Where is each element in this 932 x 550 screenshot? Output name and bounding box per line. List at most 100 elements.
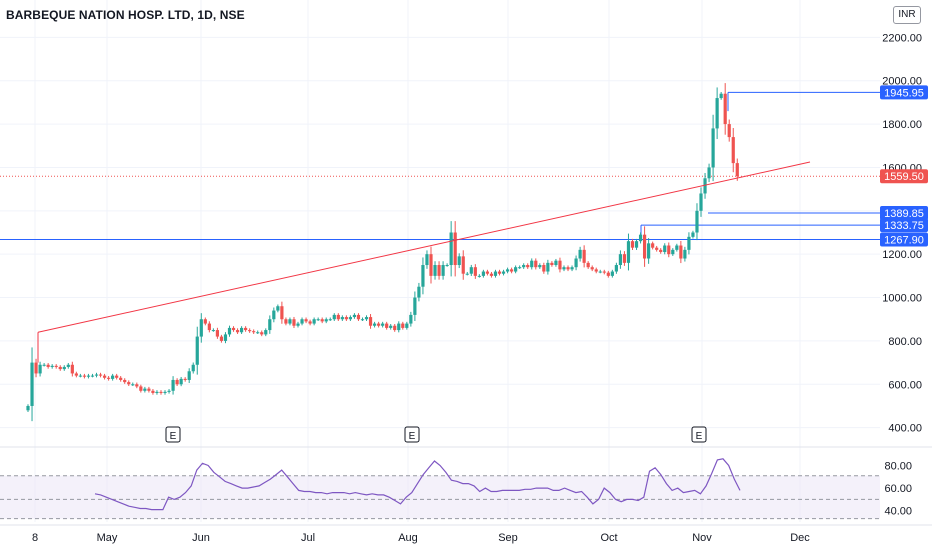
candle-body — [123, 379, 127, 383]
rsi-line — [94, 458, 741, 511]
price-tick-label: 1000.00 — [882, 293, 922, 305]
grid-lines — [0, 0, 932, 526]
candle-body — [46, 364, 50, 367]
candle-body — [111, 375, 115, 379]
candle-body — [163, 391, 167, 393]
candle-body — [586, 262, 590, 268]
last-price-tag-text: 1559.50 — [884, 171, 924, 183]
candle-body — [501, 271, 506, 274]
level-price-tag — [880, 85, 928, 100]
candle-body — [98, 374, 103, 376]
candle-body — [268, 319, 272, 331]
candle-body — [34, 362, 38, 374]
candle-body — [368, 317, 373, 326]
rsi-band — [0, 475, 880, 519]
candle-body — [405, 323, 409, 328]
candle-body — [687, 236, 691, 250]
candle-body — [594, 269, 598, 272]
candle-body — [248, 330, 252, 332]
candle-body — [453, 232, 457, 266]
candle-body — [671, 249, 675, 255]
candle-body — [179, 378, 183, 385]
candle-body — [735, 163, 739, 177]
trendline[interactable] — [37, 161, 811, 363]
candle-body — [663, 245, 667, 253]
trendline-segment — [37, 161, 811, 333]
candle-body — [167, 390, 171, 392]
candle-body — [256, 332, 260, 334]
candle-body — [691, 232, 695, 237]
candle-body — [449, 232, 453, 266]
candle-body — [610, 271, 614, 276]
candle-body — [223, 334, 228, 341]
candle-body — [630, 241, 635, 248]
candle-body — [598, 271, 602, 273]
level-price-tag — [880, 232, 928, 247]
time-axis[interactable]: 8 May Jun Jul Aug Sep Oct Nov Dec — [32, 532, 810, 544]
earnings-box — [165, 426, 181, 443]
candle-body — [626, 241, 631, 263]
candle-body — [296, 323, 300, 326]
candle-body — [207, 323, 211, 331]
candle-body — [235, 330, 240, 333]
time-tick-label: Aug — [398, 532, 418, 544]
price-tick-label: 1800.00 — [882, 119, 922, 131]
candle-body — [574, 258, 578, 268]
earnings-box — [404, 426, 420, 443]
candle-body — [364, 317, 369, 320]
candle-body — [526, 265, 530, 268]
candle-body — [66, 364, 70, 367]
candle-body — [481, 271, 485, 276]
candle-body — [284, 319, 288, 324]
candle-body — [143, 388, 147, 391]
candle-body — [389, 325, 393, 328]
candle-body — [332, 314, 336, 320]
earnings-marker[interactable]: E — [691, 426, 707, 443]
candle-body — [312, 319, 316, 324]
candle-body — [348, 317, 352, 320]
candle-body — [211, 330, 215, 332]
level-price-tag-text: 1333.75 — [884, 220, 924, 232]
earnings-marker[interactable]: E — [165, 426, 181, 443]
candle-body — [489, 273, 494, 276]
candle-body — [707, 167, 711, 179]
earnings-label: E — [696, 431, 703, 442]
price-tick-label: 2200.00 — [882, 32, 922, 44]
level-price-tag-text: 1389.85 — [884, 208, 924, 220]
candle-body — [336, 314, 340, 320]
candle-body — [473, 267, 477, 276]
last-price-tag — [880, 169, 928, 184]
time-tick-label: Sep — [498, 532, 518, 544]
candle-body — [155, 391, 159, 393]
candle-body — [461, 256, 465, 274]
candle-body — [42, 364, 46, 366]
candle-body — [356, 314, 361, 320]
horizontal-levels[interactable] — [0, 91, 880, 240]
candle-body — [119, 377, 123, 380]
candle-body — [171, 379, 175, 391]
candle-body — [606, 272, 610, 276]
currency-badge[interactable]: INR — [893, 6, 921, 24]
candle-body — [147, 388, 151, 391]
candle-body — [505, 269, 510, 272]
level-price-tag-text: 1267.90 — [884, 234, 924, 246]
candle-body — [151, 390, 155, 393]
candle-body — [300, 319, 304, 324]
price-axis[interactable]: 400.00600.00800.001000.001200.001400.001… — [880, 32, 928, 435]
candle-body — [566, 267, 570, 270]
candle-body — [239, 327, 244, 333]
candle-body — [385, 323, 389, 328]
candlestick-series — [26, 83, 739, 422]
candle-body — [546, 262, 550, 272]
candle-body — [107, 377, 111, 379]
rsi-tick-label: 60.00 — [884, 483, 912, 495]
candle-body — [344, 317, 348, 320]
candle-body — [642, 234, 647, 259]
time-tick-label: Dec — [790, 532, 810, 544]
earnings-marker[interactable]: E — [404, 426, 420, 443]
candle-body — [703, 178, 707, 194]
candle-body — [62, 366, 66, 370]
candle-body — [538, 265, 542, 268]
